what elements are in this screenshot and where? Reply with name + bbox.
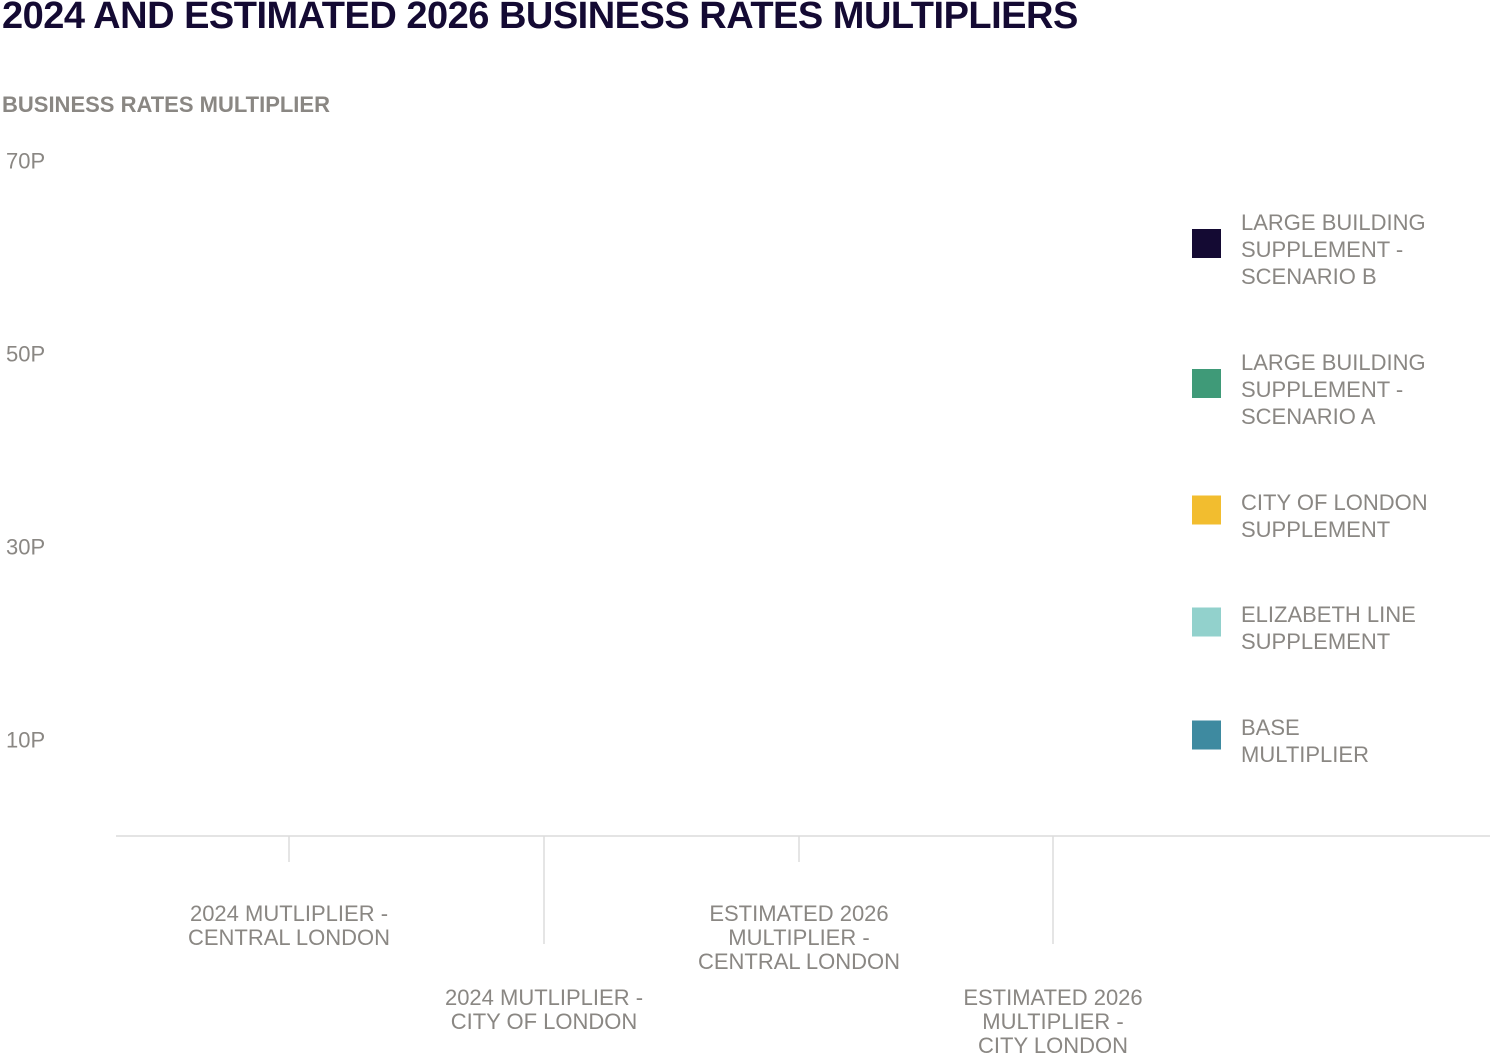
legend: LARGE BUILDING SUPPLEMENT -SCENARIO B LARG… <box>1192 210 1428 767</box>
y-tick-label: 70P <box>6 149 45 174</box>
legend-swatch <box>1192 495 1221 525</box>
legend-swatch <box>1192 229 1221 258</box>
y-tick-label: 50P <box>6 342 45 367</box>
x-tick-label: ESTIMATED 2026 MULTIPLIER -CENTRAL LONDON <box>698 901 900 974</box>
y-tick-label: 10P <box>6 728 45 753</box>
x-tick-label: 2024 MUTLIPLIER -CENTRAL LONDON <box>188 901 390 950</box>
legend-swatch <box>1192 369 1221 398</box>
x-tick-label: ESTIMATED 2026 MULTIPLIER -CITY LONDON <box>963 985 1142 1056</box>
legend-label: LARGE BUILDING SUPPLEMENT -SCENARIO A <box>1241 350 1426 429</box>
chart-title: 2024 AND ESTIMATED 2026 BUSINESS RATES M… <box>2 0 1078 37</box>
legend-label: BASE MULTIPLIER <box>1241 715 1369 767</box>
y-axis: 10P 30P 50P 70P <box>6 149 45 753</box>
y-axis-title: BUSINESS RATES MULTIPLIER <box>2 92 330 117</box>
legend-label: CITY OF LONDON SUPPLEMENT <box>1241 490 1428 542</box>
legend-label: LARGE BUILDING SUPPLEMENT -SCENARIO B <box>1241 210 1426 289</box>
legend-swatch <box>1192 720 1221 750</box>
x-axis: 2024 MUTLIPLIER -CENTRAL LONDON 2024 MUTL… <box>116 835 1490 1056</box>
y-tick-label: 30P <box>6 535 45 560</box>
legend-label: ELIZABETH LINE SUPPLEMENT <box>1241 602 1416 654</box>
legend-swatch <box>1192 607 1221 637</box>
x-tick-label: 2024 MUTLIPLIER -CITY OF LONDON <box>445 985 643 1034</box>
